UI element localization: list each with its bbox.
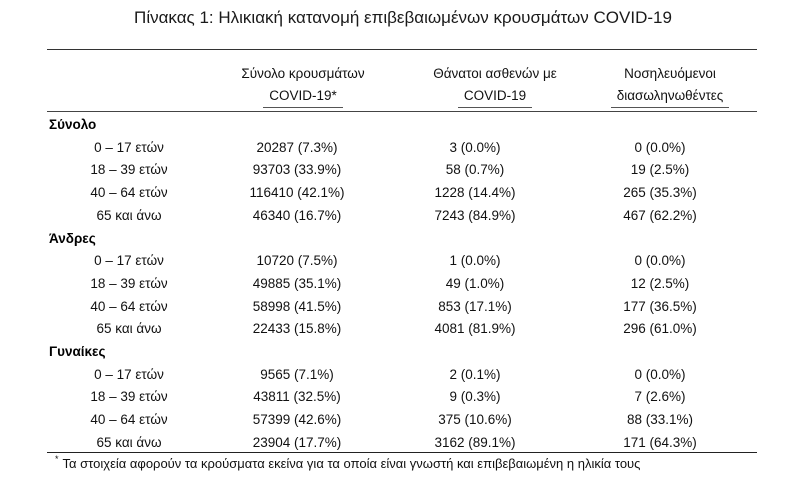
group-row: Σύνολο (49, 114, 755, 137)
table-row: 40 – 64 ετών 116410 (42.1%) 1228 (14.4%) 26… (49, 182, 755, 205)
table-row: 18 – 39 ετών 93703 (33.9%) 58 (0.7%) 19 (2.… (49, 159, 755, 182)
header-intubated-line2: διασωληνωθέντες (610, 85, 730, 108)
table-row: 65 και άνω 23904 (17.7%) 3162 (89.1%) 171 (… (49, 432, 755, 455)
header-rule (47, 111, 757, 112)
footnote-marker: * (55, 454, 59, 464)
group-label: Γυναίκες (49, 344, 106, 360)
deaths-cell: 4081 (81.9%) (434, 321, 516, 337)
deaths-cell: 853 (17.1%) (438, 298, 512, 314)
age-cell: 40 – 64 ετών (90, 412, 168, 428)
deaths-cell: 1 (0.0%) (449, 253, 501, 269)
table-row: 40 – 64 ετών 57399 (42.6%) 375 (10.6%) 88 (… (49, 409, 755, 432)
deaths-cell: 49 (1.0%) (445, 275, 505, 291)
intubated-cell: 88 (33.1%) (626, 412, 694, 428)
age-cell: 18 – 39 ετών (90, 275, 168, 291)
intubated-cell: 296 (61.0%) (623, 321, 697, 337)
age-cell: 18 – 39 ετών (90, 162, 168, 178)
cases-cell: 23904 (17.7%) (252, 434, 342, 450)
age-cell: 40 – 64 ετών (90, 185, 168, 201)
table-row: 18 – 39 ετών 43811 (32.5%) 9 (0.3%) 7 (2.6%… (49, 386, 755, 409)
age-cell: 0 – 17 ετών (94, 253, 164, 269)
table-row: 40 – 64 ετών 58998 (41.5%) 853 (17.1%) 177 … (49, 296, 755, 319)
cases-cell: 10720 (7.5%) (256, 253, 338, 269)
intubated-cell: 265 (35.3%) (623, 185, 697, 201)
intubated-cell: 467 (62.2%) (623, 207, 697, 223)
group-row: Γυναίκες (49, 341, 755, 364)
cases-cell: 20287 (7.3%) (256, 139, 338, 155)
table-row: 65 και άνω 46340 (16.7%) 7243 (84.9%) 467 (… (49, 205, 755, 228)
cases-cell: 116410 (42.1%) (249, 185, 345, 201)
group-row: Άνδρες (49, 228, 755, 251)
intubated-cell: 0 (0.0%) (634, 253, 686, 269)
table-row: 18 – 39 ετών 49885 (35.1%) 49 (1.0%) 12 (2.… (49, 273, 755, 296)
age-cell: 65 και άνω (96, 321, 162, 337)
top-rule (47, 49, 757, 50)
deaths-cell: 7243 (84.9%) (434, 207, 516, 223)
deaths-cell: 2 (0.1%) (449, 366, 501, 382)
cases-cell: 46340 (16.7%) (252, 207, 342, 223)
cases-cell: 93703 (33.9%) (252, 162, 342, 178)
age-cell: 18 – 39 ετών (90, 389, 168, 405)
age-cell: 65 και άνω (96, 434, 162, 450)
deaths-cell: 9 (0.3%) (449, 389, 501, 405)
header-deaths-line2: COVID-19 (457, 85, 533, 108)
age-cell: 0 – 17 ετών (94, 366, 164, 382)
intubated-cell: 177 (36.5%) (623, 298, 697, 314)
deaths-cell: 3 (0.0%) (449, 139, 501, 155)
table-row: 0 – 17 ετών 9565 (7.1%) 2 (0.1%) 0 (0.0%) (49, 364, 755, 387)
intubated-cell: 19 (2.5%) (630, 162, 690, 178)
deaths-cell: 375 (10.6%) (438, 412, 512, 428)
header-total-cases-line1: Σύνολο κρουσμάτων (241, 66, 365, 81)
cases-cell: 57399 (42.6%) (252, 412, 342, 428)
table-row: 0 – 17 ετών 20287 (7.3%) 3 (0.0%) 0 (0.0%) (49, 137, 755, 160)
bottom-rule (47, 452, 757, 453)
footnote: * Τα στοιχεία αφορούν τα κρούσματα εκείνα… (55, 454, 641, 471)
cases-cell: 22433 (15.8%) (252, 321, 342, 337)
cases-cell: 9565 (7.1%) (260, 366, 334, 382)
age-cell: 0 – 17 ετών (94, 139, 164, 155)
intubated-cell: 0 (0.0%) (634, 139, 686, 155)
header-intubated-line1: Νοσηλευόμενοι (624, 66, 716, 81)
header-total-cases: Σύνολο κρουσμάτων COVID-19* (228, 63, 378, 108)
age-cell: 40 – 64 ετών (90, 298, 168, 314)
footnote-text: Τα στοιχεία αφορούν τα κρούσματα εκείνα … (62, 456, 641, 471)
header-deaths-line1: Θάνατοι ασθενών με (433, 66, 557, 81)
table-body: Σύνολο 0 – 17 ετών 20287 (7.3%) 3 (0.0%) 0 (… (49, 114, 755, 455)
table-row: 65 και άνω 22433 (15.8%) 4081 (81.9%) 296 (… (49, 318, 755, 341)
cases-cell: 58998 (41.5%) (252, 298, 342, 314)
table-title: Πίνακας 1: Ηλικιακή κατανομή επιβεβαιωμέ… (134, 8, 672, 27)
header-deaths: Θάνατοι ασθενών με COVID-19 (415, 63, 575, 108)
intubated-cell: 7 (2.6%) (634, 389, 686, 405)
cases-cell: 43811 (32.5%) (253, 389, 341, 405)
deaths-cell: 1228 (14.4%) (434, 185, 516, 201)
age-distribution-table: Σύνολο 0 – 17 ετών 20287 (7.3%) 3 (0.0%) 0 (… (49, 114, 755, 455)
group-label: Άνδρες (49, 230, 96, 246)
intubated-cell: 12 (2.5%) (630, 275, 690, 291)
intubated-cell: 171 (64.3%) (623, 434, 697, 450)
age-cell: 65 και άνω (96, 207, 162, 223)
header-intubated: Νοσηλευόμενοι διασωληνωθέντες (590, 63, 750, 108)
intubated-cell: 0 (0.0%) (634, 366, 686, 382)
group-label: Σύνολο (49, 117, 97, 132)
deaths-cell: 3162 (89.1%) (434, 434, 516, 450)
table-row: 0 – 17 ετών 10720 (7.5%) 1 (0.0%) 0 (0.0%) (49, 250, 755, 273)
cases-cell: 49885 (35.1%) (252, 275, 342, 291)
header-total-cases-line2: COVID-19* (263, 85, 343, 108)
deaths-cell: 58 (0.7%) (445, 162, 505, 178)
